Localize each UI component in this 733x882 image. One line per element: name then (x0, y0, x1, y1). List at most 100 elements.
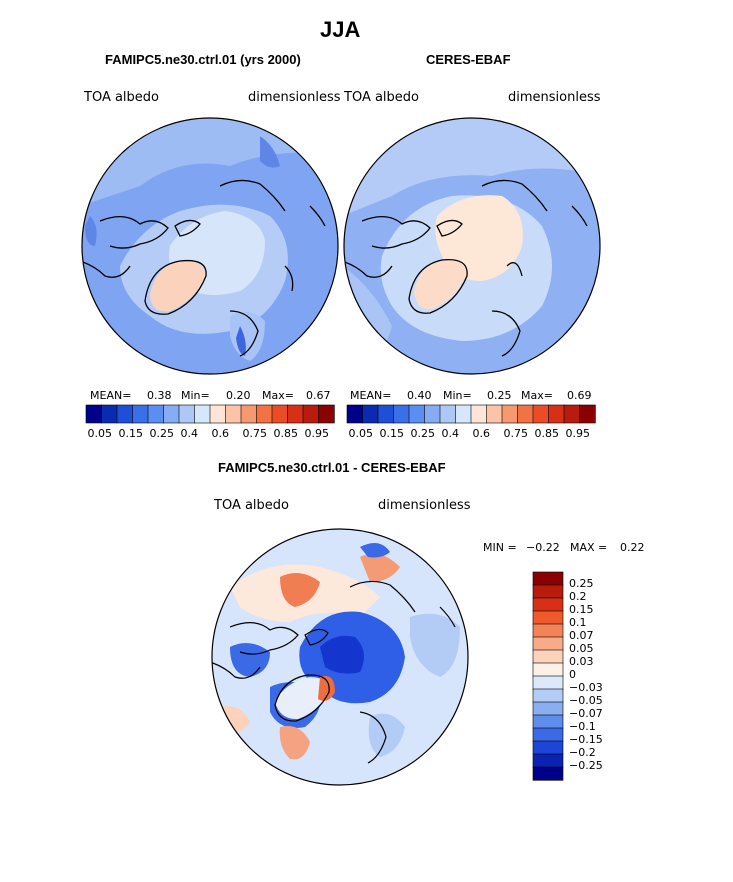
obs-colorbar-swatch (501, 404, 519, 424)
diff-colorbar-swatch (532, 610, 564, 625)
obs-colorbar-swatch (455, 404, 472, 424)
model-colorbar-swatch (147, 404, 165, 424)
obs-max-label: Max= (521, 389, 553, 402)
diff-colorbar-swatch (532, 649, 564, 664)
diff-colorbar-swatch (532, 675, 564, 690)
diff-colorbar-tick-label: 0 (569, 668, 576, 681)
model-variable-label: TOA albedo (84, 90, 160, 105)
model-colorbar-swatch (85, 404, 103, 424)
model-colorbar-tick-label: 0.6 (211, 427, 230, 440)
obs-colorbar-swatch (470, 404, 488, 424)
obs-max-value: 0.69 (567, 389, 592, 402)
obs-min-label: Min= (443, 389, 472, 402)
diff-colorbar-swatch (532, 714, 564, 729)
obs-units-label: dimensionless (508, 90, 601, 105)
model-colorbar-swatch (132, 404, 149, 424)
model-colorbar-tick-label: 0.25 (149, 427, 175, 440)
diff-colorbar-tick-label: −0.1 (569, 720, 596, 733)
obs-colorbar-swatch (377, 404, 395, 424)
diff-colorbar-swatch (532, 623, 564, 638)
diff-colorbar-tick-label: 0.05 (569, 642, 594, 655)
model-units-label: dimensionless (248, 90, 341, 105)
obs-colorbar-swatch (424, 404, 441, 424)
diff-max-label: MAX = (570, 541, 608, 554)
diff-colorbar-swatch (532, 584, 564, 599)
model-colorbar-swatch (116, 404, 134, 424)
diff-units-label: dimensionless (378, 498, 471, 513)
diff-colorbar-tick-label: −0.15 (569, 733, 603, 746)
obs-min-value: 0.25 (487, 389, 512, 402)
obs-colorbar-swatch (486, 404, 503, 424)
model-colorbar-swatch (101, 404, 118, 424)
model-colorbar-swatch (163, 404, 180, 424)
model-colorbar-tick-label: 0.4 (180, 427, 199, 440)
model-colorbar-swatch (271, 404, 289, 424)
diff-colorbar-swatch (532, 701, 564, 716)
diff-colorbar-tick-label: 0.2 (569, 590, 587, 603)
diff-colorbar-tick-label: 0.07 (569, 629, 594, 642)
diff-colorbar-swatch (532, 727, 564, 742)
obs-colorbar-swatch (563, 404, 581, 424)
model-colorbar-swatch (225, 404, 242, 424)
obs-variable-label: TOA albedo (344, 90, 420, 105)
diff-colorbar-tick-label: 0.1 (569, 616, 587, 629)
diff-colorbar-tick-label: 0.25 (569, 577, 594, 590)
model-min-label: Min= (181, 389, 210, 402)
diff-colorbar-tick-label: 0.15 (569, 603, 594, 616)
model-colorbar-tick-label: 0.05 (87, 427, 113, 440)
diff-colorbar-swatch (532, 766, 564, 781)
model-colorbar-swatch (194, 404, 211, 424)
model-colorbar-swatch (256, 404, 273, 424)
obs-colorbar-swatch (346, 404, 364, 424)
diff-colorbar-swatch (532, 753, 564, 768)
model-colorbar (85, 404, 335, 424)
model-min-value: 0.20 (226, 389, 251, 402)
model-colorbar-tick-label: 0.95 (304, 427, 330, 440)
diff-colorbar-swatch (532, 597, 564, 612)
obs-colorbar-tick-label: 0.6 (472, 427, 491, 440)
obs-colorbar-tick-label: 0.95 (565, 427, 591, 440)
diff-colorbar-swatch (532, 740, 564, 755)
model-polar-map (81, 117, 339, 375)
model-colorbar-tick-label: 0.15 (118, 427, 144, 440)
obs-mean-label: MEAN= (350, 389, 392, 402)
model-max-label: Max= (262, 389, 294, 402)
diff-min-label: MIN = (483, 541, 517, 554)
obs-colorbar-swatch (532, 404, 550, 424)
diff-colorbar (532, 571, 564, 781)
obs-colorbar (346, 404, 596, 424)
model-colorbar-swatch (287, 404, 304, 424)
model-max-value: 0.67 (306, 389, 331, 402)
obs-colorbar-tick-label: 0.25 (410, 427, 436, 440)
model-colorbar-tick-label: 0.85 (273, 427, 299, 440)
model-panel-title: FAMIPC5.ne30.ctrl.01 (yrs 2000) (105, 52, 301, 67)
diff-colorbar-tick-label: 0.03 (569, 655, 594, 668)
diff-max-value: 0.22 (620, 541, 645, 554)
obs-colorbar-tick-label: 0.4 (441, 427, 460, 440)
obs-polar-map (343, 117, 601, 375)
diff-min-value: −0.22 (526, 541, 560, 554)
diff-colorbar-tick-label: −0.25 (569, 759, 603, 772)
diff-colorbar-tick-label: −0.05 (569, 694, 603, 707)
diff-colorbar-tick-label: −0.2 (569, 746, 596, 759)
model-colorbar-swatch (178, 404, 196, 424)
diff-colorbar-swatch (532, 571, 564, 586)
obs-colorbar-tick-label: 0.75 (503, 427, 529, 440)
diff-colorbar-swatch (532, 688, 564, 703)
model-colorbar-swatch (240, 404, 258, 424)
model-mean-value: 0.38 (147, 389, 172, 402)
diff-panel-title: FAMIPC5.ne30.ctrl.01 - CERES-EBAF (218, 460, 446, 475)
model-colorbar-tick-label: 0.75 (242, 427, 268, 440)
obs-colorbar-swatch (548, 404, 565, 424)
diff-colorbar-swatch (532, 636, 564, 651)
obs-mean-value: 0.40 (407, 389, 432, 402)
model-colorbar-swatch (209, 404, 227, 424)
diff-variable-label: TOA albedo (214, 498, 290, 513)
diff-polar-map (211, 528, 469, 786)
obs-colorbar-tick-label: 0.85 (534, 427, 560, 440)
obs-colorbar-swatch (439, 404, 457, 424)
model-colorbar-swatch (302, 404, 320, 424)
diff-colorbar-swatch (532, 662, 564, 677)
diff-colorbar-tick-label: −0.03 (569, 681, 603, 694)
